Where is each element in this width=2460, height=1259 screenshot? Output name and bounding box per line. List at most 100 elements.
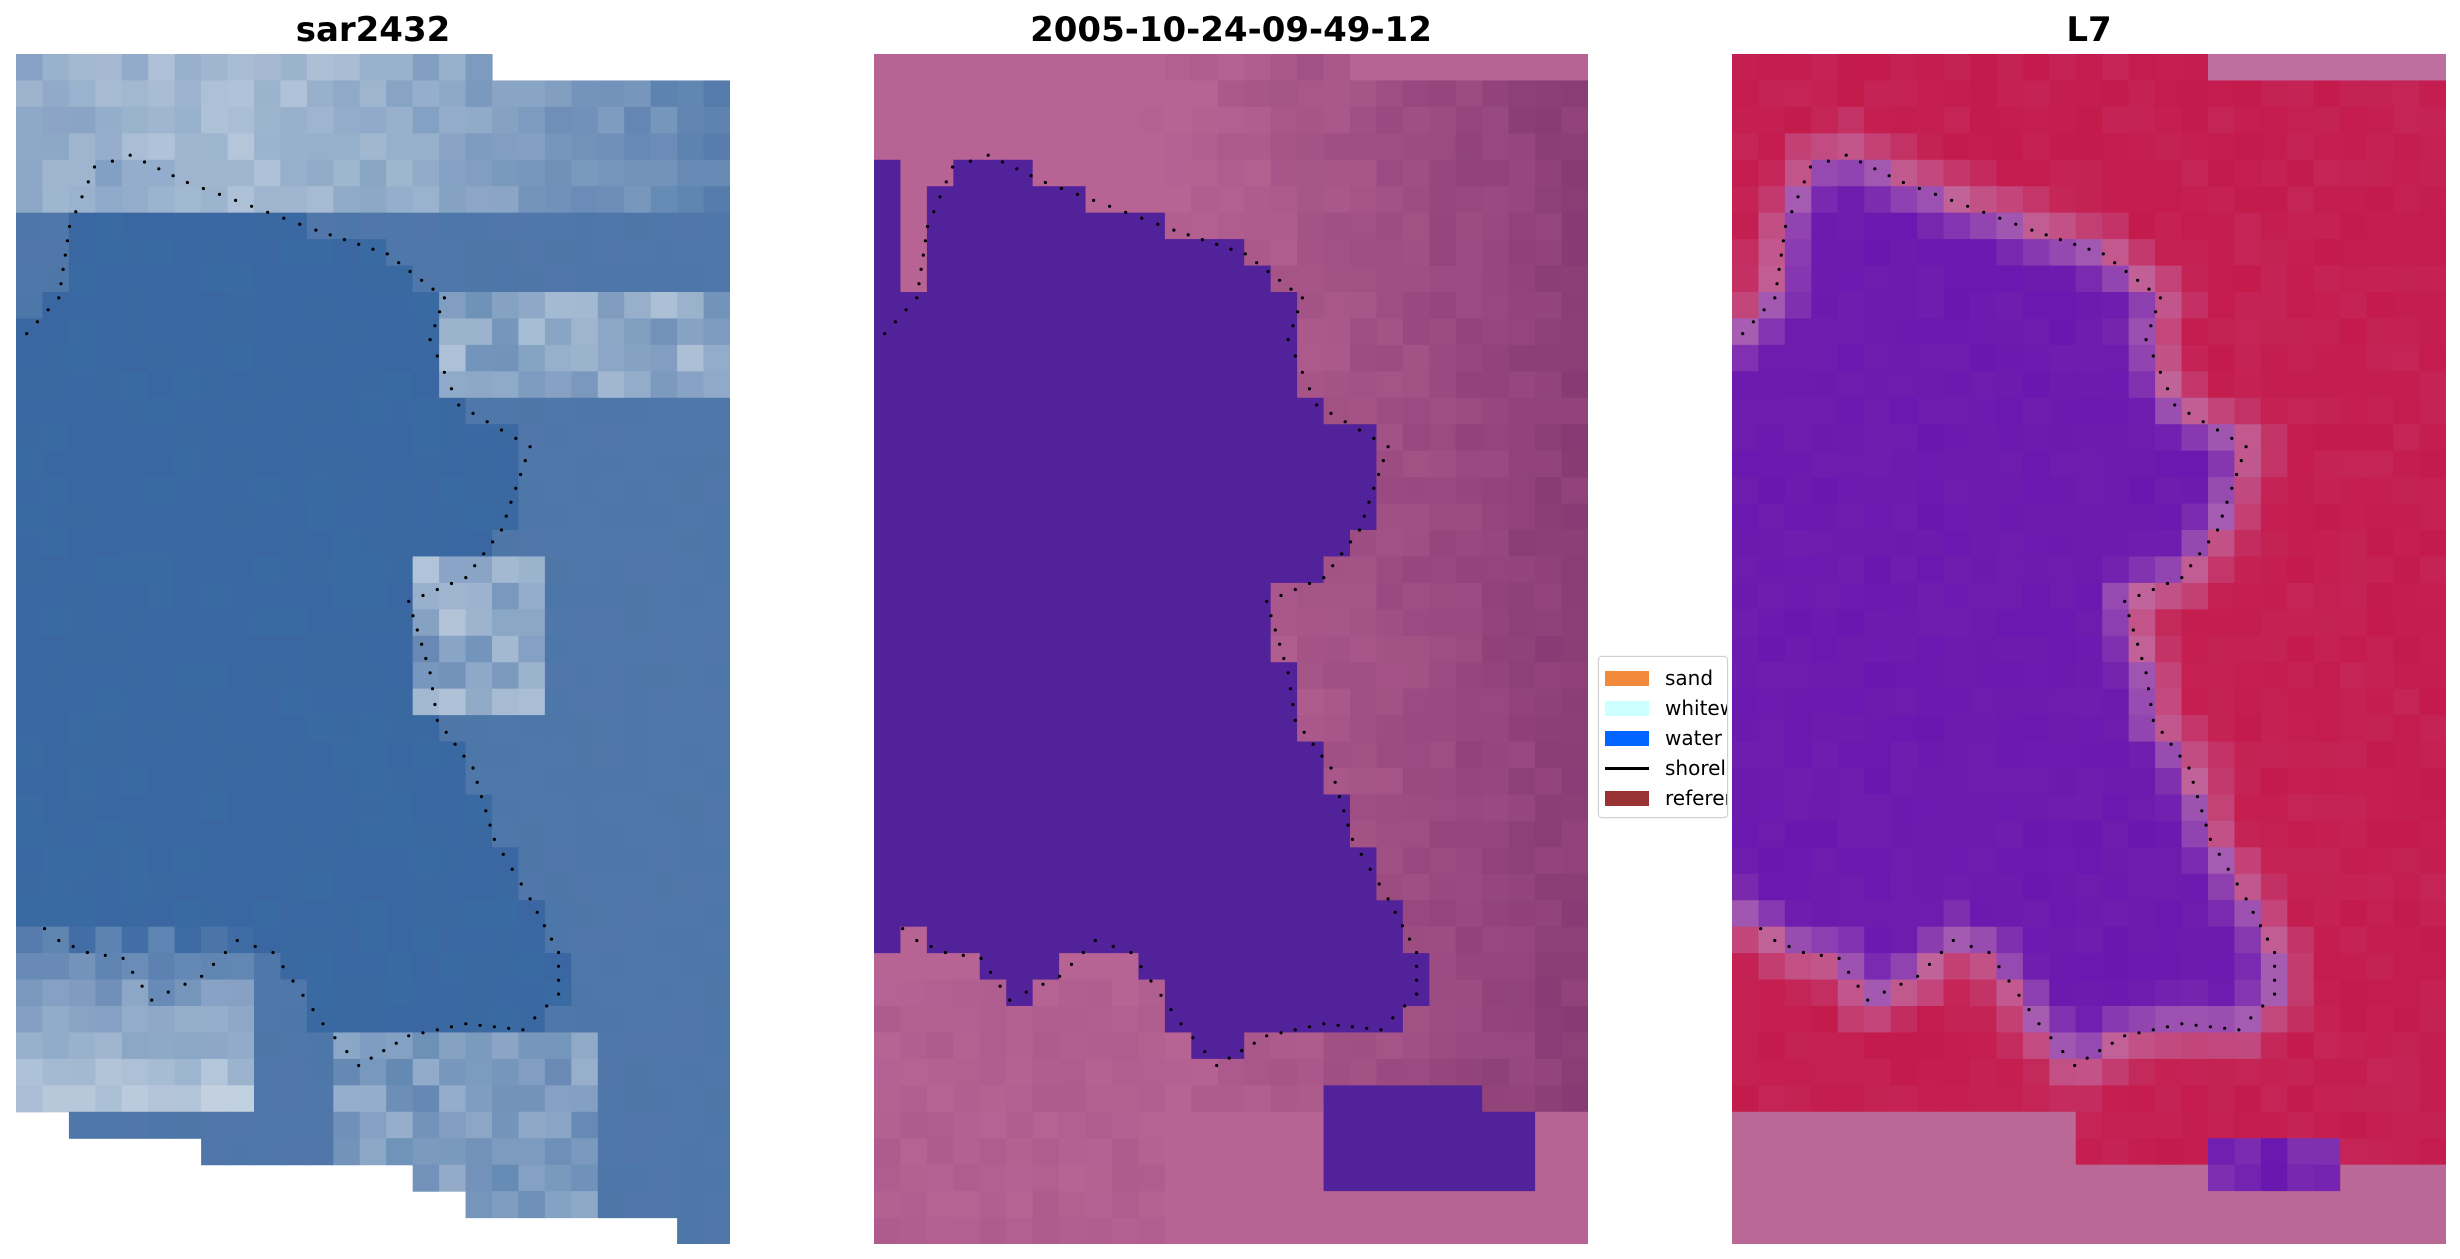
pixel bbox=[2366, 106, 2394, 134]
pixel bbox=[1112, 318, 1140, 346]
pixel bbox=[1837, 953, 1865, 981]
pixel bbox=[571, 477, 599, 505]
pixel bbox=[1376, 635, 1404, 663]
pixel bbox=[518, 318, 546, 346]
pixel bbox=[677, 715, 705, 743]
pixel bbox=[1244, 873, 1272, 901]
pixel bbox=[1217, 768, 1245, 796]
pixel bbox=[2340, 609, 2368, 637]
pixel bbox=[2075, 344, 2103, 372]
pixel bbox=[1085, 609, 1113, 637]
shoreline-dot bbox=[2273, 964, 2277, 968]
pixel bbox=[95, 54, 123, 82]
pixel bbox=[1811, 847, 1839, 875]
pixel bbox=[571, 662, 599, 690]
pixel bbox=[254, 662, 282, 690]
pixel bbox=[1996, 847, 2024, 875]
pixel bbox=[1455, 1111, 1483, 1139]
pixel bbox=[1006, 556, 1034, 584]
pixel bbox=[1784, 477, 1812, 505]
pixel bbox=[280, 820, 308, 848]
pixel bbox=[1429, 900, 1457, 928]
rgb-image-panel bbox=[16, 54, 730, 1244]
pixel bbox=[2287, 424, 2315, 452]
pixel bbox=[1350, 715, 1378, 743]
pixel bbox=[412, 820, 440, 848]
pixel bbox=[1085, 1164, 1113, 1192]
pixel bbox=[1784, 212, 1812, 240]
pixel bbox=[900, 477, 928, 505]
pixel bbox=[95, 768, 123, 796]
pixel bbox=[386, 715, 414, 743]
pixel bbox=[1943, 1111, 1971, 1139]
shoreline-dot bbox=[1059, 186, 1063, 191]
pixel bbox=[280, 1111, 308, 1139]
pixel bbox=[2393, 926, 2421, 954]
pixel bbox=[544, 926, 572, 954]
pixel bbox=[1402, 688, 1430, 716]
pixel bbox=[2128, 186, 2156, 214]
pixel bbox=[677, 688, 705, 716]
shoreline-dot bbox=[2244, 897, 2248, 901]
pixel bbox=[1535, 979, 1563, 1007]
pixel bbox=[1837, 741, 1865, 769]
pixel bbox=[465, 635, 493, 663]
pixel bbox=[518, 820, 546, 848]
pixel bbox=[333, 847, 361, 875]
pixel bbox=[439, 662, 467, 690]
pixel bbox=[2234, 688, 2262, 716]
pixel bbox=[2181, 1032, 2209, 1060]
pixel bbox=[2208, 450, 2236, 478]
pixel bbox=[174, 926, 202, 954]
pixel bbox=[544, 292, 572, 320]
pixel bbox=[2049, 133, 2077, 161]
pixel bbox=[1191, 106, 1219, 134]
shoreline-dot bbox=[420, 642, 424, 646]
pixel bbox=[1297, 530, 1325, 558]
pixel bbox=[1032, 530, 1060, 558]
pixel bbox=[1482, 715, 1510, 743]
pixel bbox=[1006, 477, 1034, 505]
pixel bbox=[1032, 926, 1060, 954]
pixel bbox=[465, 1058, 493, 1086]
pixel bbox=[544, 873, 572, 901]
pixel bbox=[2128, 1058, 2156, 1086]
shoreline-dot bbox=[1367, 500, 1371, 504]
pixel bbox=[1350, 186, 1378, 214]
pixel bbox=[953, 979, 981, 1007]
pixel bbox=[2340, 54, 2368, 82]
shoreline-dot bbox=[282, 216, 286, 220]
pixel bbox=[1455, 477, 1483, 505]
pixel bbox=[1996, 344, 2024, 372]
pixel bbox=[68, 1058, 96, 1086]
pixel bbox=[95, 1058, 123, 1086]
pixel bbox=[68, 450, 96, 478]
pixel bbox=[1758, 609, 1786, 637]
pixel bbox=[1758, 556, 1786, 584]
pixel bbox=[1402, 715, 1430, 743]
pixel bbox=[2102, 794, 2130, 822]
pixel bbox=[900, 873, 928, 901]
pixel bbox=[16, 688, 44, 716]
pixel bbox=[1270, 1138, 1298, 1166]
pixel bbox=[900, 847, 928, 875]
pixel bbox=[1297, 397, 1325, 425]
pixel bbox=[703, 609, 730, 637]
pixel bbox=[439, 688, 467, 716]
pixel bbox=[874, 424, 902, 452]
pixel bbox=[1350, 582, 1378, 610]
pixel bbox=[1535, 794, 1563, 822]
pixel bbox=[201, 344, 229, 372]
pixel bbox=[359, 847, 387, 875]
pixel bbox=[1455, 265, 1483, 293]
pixel bbox=[2366, 80, 2394, 108]
pixel bbox=[2075, 371, 2103, 399]
pixel bbox=[1429, 979, 1457, 1007]
pixel bbox=[1085, 715, 1113, 743]
pixel bbox=[2287, 1164, 2315, 1192]
pixel bbox=[597, 397, 625, 425]
pixel bbox=[1191, 371, 1219, 399]
pixel bbox=[2313, 556, 2341, 584]
pixel bbox=[1376, 1032, 1404, 1060]
pixel bbox=[254, 635, 282, 663]
